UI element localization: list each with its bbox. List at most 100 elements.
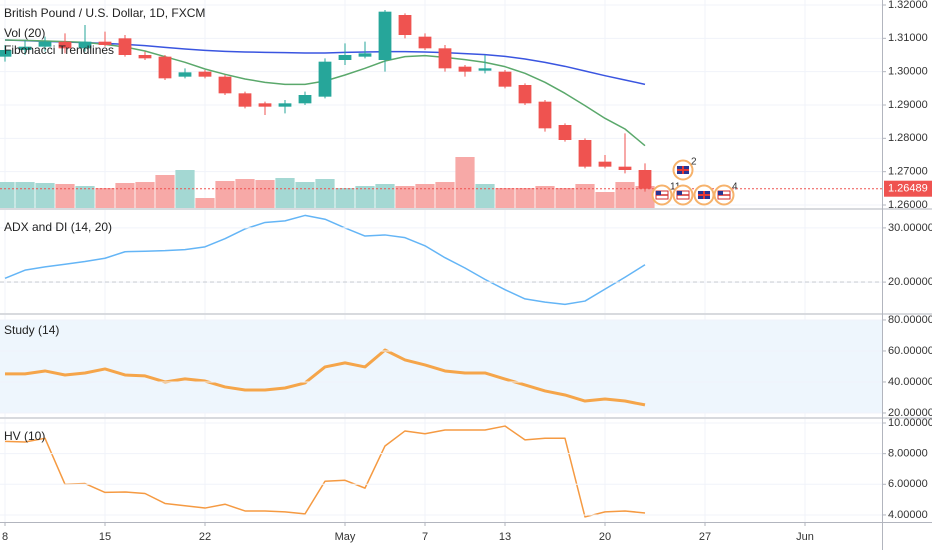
volume-bar: [455, 157, 475, 208]
volume-bar: [115, 183, 135, 208]
volume-bar: [535, 186, 555, 208]
y-tick-label: 10.00000: [888, 417, 932, 429]
y-tick-label: 8.00000: [888, 448, 928, 460]
volume-bar: [15, 182, 35, 208]
volume-bar: [75, 186, 95, 208]
candle-body: [358, 53, 372, 57]
volume-bar: [335, 188, 355, 208]
candle-body: [618, 166, 632, 170]
volume-bar: [195, 198, 215, 208]
event-marker[interactable]: 4: [713, 182, 739, 206]
volume-bar: [155, 175, 175, 208]
candle-body: [478, 68, 492, 71]
volume-bar: [55, 184, 75, 208]
volume-bar: [235, 179, 255, 208]
volume-bar: [615, 182, 635, 208]
indicator-label: Fibonacci Trendlines: [4, 43, 114, 57]
y-tick-label: 1.30000: [888, 66, 928, 78]
candle-body: [298, 95, 312, 104]
candle-body: [58, 41, 72, 49]
candle-body: [0, 50, 12, 57]
candle-body: [278, 103, 292, 107]
volume-bar: [395, 186, 415, 208]
volume-bar: [635, 186, 655, 208]
panel-title: Study (14): [4, 323, 59, 337]
y-tick-label: 1.27000: [888, 166, 928, 178]
x-tick-label: 13: [499, 531, 511, 543]
volume-bar: [215, 181, 235, 208]
candle-body: [98, 41, 112, 45]
last-price-label: 1.26489: [888, 183, 928, 195]
volume-bar: [575, 184, 595, 208]
candle-body: [498, 71, 512, 87]
event-count: 11: [670, 182, 681, 193]
chart-title: British Pound / U.S. Dollar, 1D, FXCM: [4, 6, 205, 20]
volume-bar: [255, 180, 275, 208]
candle-body: [198, 71, 212, 77]
candle-body: [578, 140, 592, 167]
y-tick-label: 60.00000: [888, 345, 932, 357]
x-tick-label: 20: [599, 531, 611, 543]
candle-body: [218, 76, 232, 94]
volume-bar: [515, 188, 535, 208]
x-tick-label: 7: [422, 531, 428, 543]
volume-bar: [315, 179, 335, 208]
event-marker[interactable]: 2: [672, 157, 698, 181]
event-marker[interactable]: [672, 184, 694, 206]
volume-bar: [555, 188, 575, 208]
volume-bar: [435, 182, 455, 208]
event-count: 4: [732, 182, 738, 193]
last-price-box: [884, 180, 932, 197]
volume-bar: [275, 178, 295, 208]
volume-bar: [375, 184, 395, 208]
line-series: [4, 214, 646, 306]
y-tick-label: 30.00000: [888, 222, 932, 234]
volume-bar: [495, 188, 515, 208]
candle-body: [398, 15, 412, 35]
y-tick-label: 1.29000: [888, 99, 928, 111]
candle-body: [418, 36, 432, 49]
candle-body: [178, 72, 192, 77]
indicator-pane: [0, 319, 882, 414]
volume-bar: [95, 188, 115, 208]
line-series: [5, 348, 646, 407]
candle-body: [38, 41, 52, 47]
y-tick-label: 6.00000: [888, 478, 928, 490]
volume-bar: [595, 192, 615, 208]
panel-title: HV (10): [4, 429, 45, 443]
candle-body: [18, 46, 32, 50]
y-tick-label: 1.32000: [888, 0, 928, 11]
indicator-label: Vol (20): [4, 26, 45, 40]
candle-body: [378, 11, 392, 60]
price-pane: [0, 10, 655, 208]
candle-body: [438, 48, 452, 69]
candle-body: [538, 101, 552, 129]
y-tick-label: 40.00000: [888, 376, 932, 388]
x-tick-label: 15: [99, 531, 111, 543]
candle-body: [458, 66, 472, 72]
y-tick-label: 4.00000: [888, 509, 928, 521]
volume-bar: [0, 182, 15, 208]
flag-canton: [656, 191, 661, 195]
candle-body: [138, 55, 152, 59]
volume-bar: [415, 184, 435, 208]
x-tick-label: 8: [2, 531, 8, 543]
indicator-pane: [4, 425, 646, 518]
volume-bar: [35, 183, 55, 208]
y-tick-label: 1.26000: [888, 199, 928, 211]
event-marker[interactable]: [693, 184, 715, 206]
event-marker[interactable]: 11: [651, 182, 681, 206]
panel-title: ADX and DI (14, 20): [4, 220, 112, 234]
flag-canton: [718, 191, 723, 195]
x-tick-label: 27: [699, 531, 711, 543]
y-tick-label: 20.00000: [888, 276, 932, 288]
candle-body: [518, 85, 532, 104]
candle-body: [238, 93, 252, 107]
candle-body: [338, 55, 352, 60]
candle-body: [158, 56, 172, 79]
x-tick-label: May: [335, 531, 356, 543]
candle-body: [598, 161, 612, 167]
